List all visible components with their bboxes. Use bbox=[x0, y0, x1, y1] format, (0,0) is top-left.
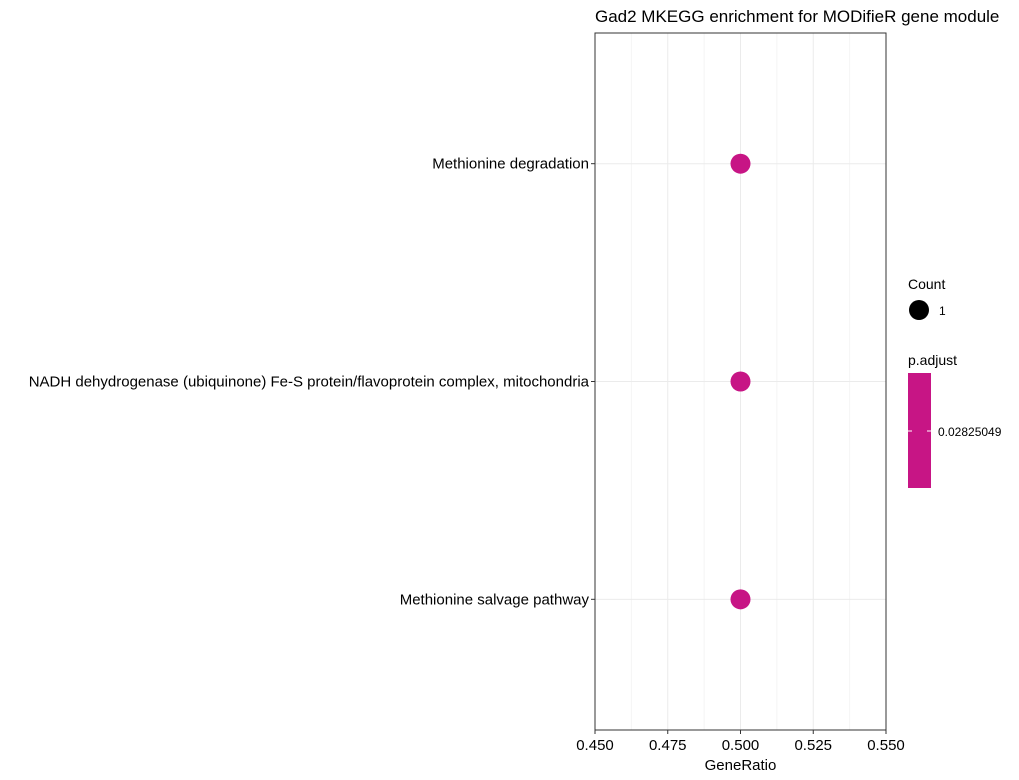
y-tick-label: Methionine degradation bbox=[432, 156, 589, 173]
x-axis: 0.450 0.475 0.500 0.525 0.550 bbox=[576, 730, 905, 754]
legend-size-key bbox=[909, 300, 929, 320]
x-tick-label: 0.525 bbox=[794, 737, 832, 754]
x-tick-label: 0.500 bbox=[722, 737, 760, 754]
data-point bbox=[730, 589, 751, 610]
y-axis: Methionine degradation NADH dehydrogenase… bbox=[29, 156, 595, 608]
y-tick-label: Methionine salvage pathway bbox=[400, 591, 590, 608]
x-tick-label: 0.450 bbox=[576, 737, 614, 754]
legend-color-title: p.adjust bbox=[908, 352, 957, 368]
data-points bbox=[730, 153, 751, 610]
legend-size-label: 1 bbox=[939, 304, 946, 318]
legend: Count 1 p.adjust 0.02825049 bbox=[908, 276, 1002, 488]
x-tick-label: 0.550 bbox=[867, 737, 905, 754]
legend-color-label: 0.02825049 bbox=[938, 425, 1002, 439]
x-axis-title: GeneRatio bbox=[705, 757, 777, 774]
legend-colorbar bbox=[908, 373, 931, 488]
data-point bbox=[730, 153, 751, 174]
legend-size-title: Count bbox=[908, 276, 945, 292]
x-tick-label: 0.475 bbox=[649, 737, 687, 754]
y-tick-label: NADH dehydrogenase (ubiquinone) Fe-S pro… bbox=[29, 374, 590, 391]
data-point bbox=[730, 371, 751, 392]
chart-title: Gad2 MKEGG enrichment for MODifieR gene … bbox=[595, 7, 999, 26]
